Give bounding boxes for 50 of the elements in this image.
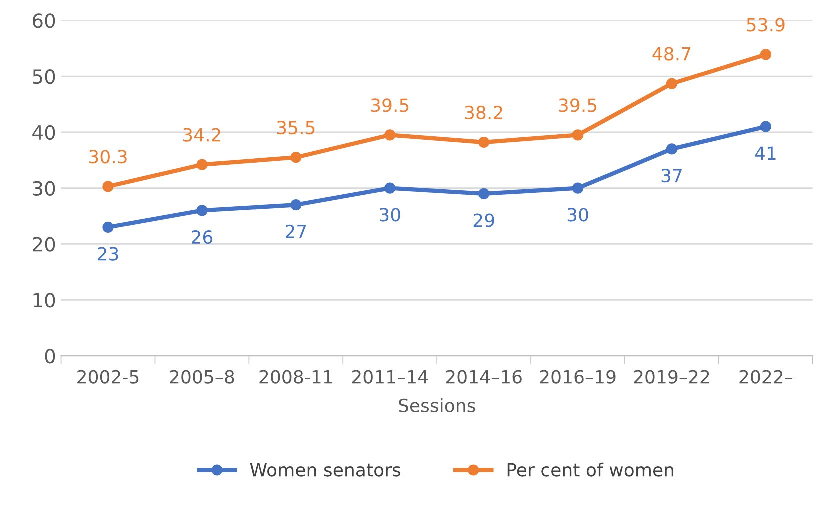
- point: [290, 200, 302, 211]
- data-label: 35.5: [277, 120, 315, 135]
- x-tick-label: 2016–19: [540, 370, 616, 384]
- y-tick-label: 30: [33, 181, 56, 196]
- point: [760, 121, 772, 132]
- y-tick-label: 50: [33, 69, 56, 84]
- x-tick-label: 2008-11: [260, 370, 332, 384]
- point: [196, 205, 208, 216]
- data-label: 23: [98, 247, 118, 261]
- y-tick-label: 10: [34, 293, 56, 308]
- x-tick-label: 2022–: [740, 370, 793, 384]
- data-label: 41: [755, 146, 776, 160]
- point: [760, 49, 772, 60]
- data-label: 39.5: [371, 98, 409, 112]
- x-tick-label: 2005–8: [170, 370, 234, 384]
- data-label: 37: [662, 168, 682, 183]
- point: [290, 152, 302, 164]
- data-label: 30: [568, 208, 588, 222]
- x-tick-label: 2002-5: [78, 370, 139, 384]
- data-label: 48.7: [652, 47, 691, 61]
- y-tick-label: 40: [32, 125, 56, 140]
- x-tick-label: 2019–22: [634, 370, 710, 384]
- y-tick-label: 20: [33, 237, 56, 252]
- data-label: 29: [474, 214, 494, 228]
- data-label: 53.9: [747, 18, 785, 32]
- data-label: 30.3: [90, 150, 127, 164]
- point: [196, 159, 208, 170]
- point: [384, 182, 396, 194]
- point: [666, 78, 678, 90]
- data-label: 26: [192, 230, 213, 244]
- x-axis-title: Sessions: [399, 398, 476, 412]
- data-label: 27: [286, 224, 306, 238]
- x-tick-label: 2014–16: [446, 370, 522, 384]
- data-label: 39.5: [559, 98, 597, 112]
- y-tick-label: 0: [45, 348, 56, 364]
- point: [666, 144, 678, 155]
- legend-label: Women senators: [250, 463, 401, 477]
- x-tick-label: 2011–14: [352, 370, 428, 384]
- y-tick-label: 60: [33, 14, 56, 28]
- point: [572, 130, 584, 141]
- point: [384, 130, 396, 141]
- point: [478, 136, 490, 148]
- point: [102, 222, 114, 234]
- data-label: 34.2: [183, 128, 220, 142]
- point: [102, 181, 114, 192]
- data-label: 30: [380, 208, 400, 222]
- point: [478, 188, 490, 200]
- legend-label: Per cent of women: [508, 462, 674, 477]
- point: [572, 182, 584, 194]
- data-label: 38.2: [465, 106, 502, 120]
